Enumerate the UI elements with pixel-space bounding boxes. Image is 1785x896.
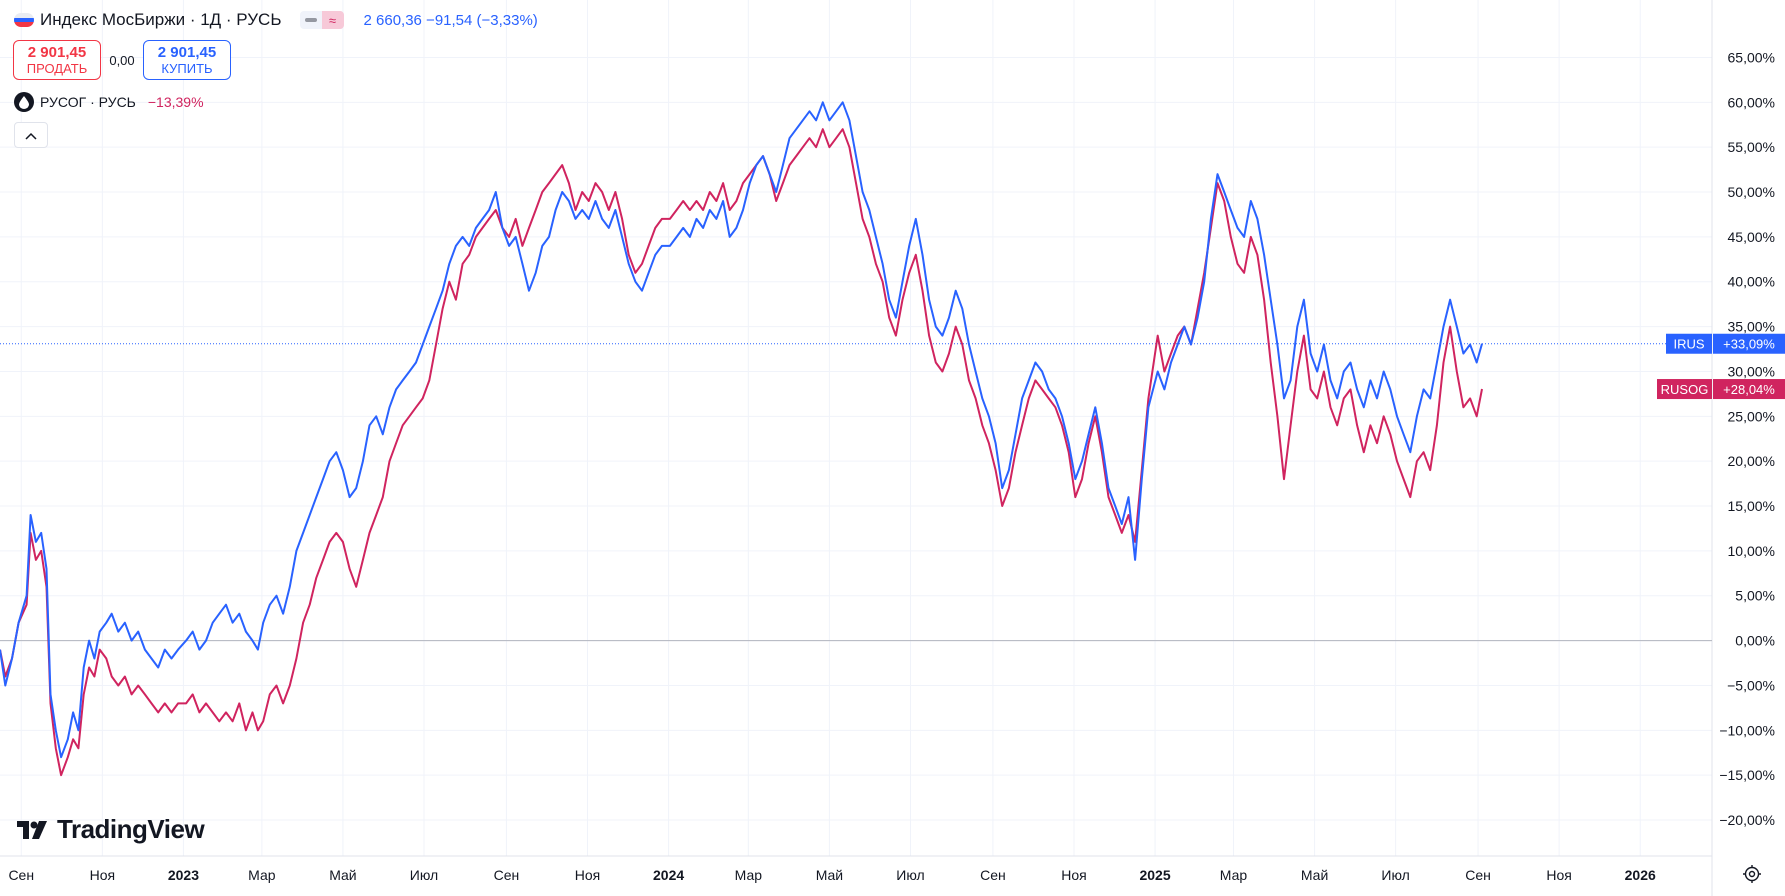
tradingview-logo-icon	[17, 820, 47, 839]
collapse-legend-button[interactable]	[14, 122, 48, 148]
y-tick-label: 5,00%	[1735, 588, 1775, 604]
y-tick-label: 40,00%	[1728, 274, 1775, 290]
zero-line	[0, 343, 1712, 642]
y-tick-label: 25,00%	[1728, 408, 1775, 424]
sell-price: 2 901,45	[27, 43, 87, 61]
buy-label: КУПИТЬ	[161, 60, 213, 76]
sell-label: ПРОДАТЬ	[26, 60, 88, 76]
x-tick-label: Мар	[248, 867, 276, 883]
spread-value: 0,00	[109, 52, 135, 68]
symbol-title[interactable]: Индекс МосБиржи · 1Д · РУСЬ	[40, 10, 282, 29]
badge-name-bg	[1666, 333, 1712, 354]
badge-irus: IRUS +33,09%	[1666, 333, 1785, 354]
buy-button[interactable]: 2 901,45 КУПИТЬ	[143, 40, 231, 80]
badge-rusog: RUSOG +28,04%	[1657, 379, 1785, 400]
y-tick-label: −10,00%	[1719, 722, 1775, 738]
gear-icon	[1743, 865, 1761, 883]
x-tick-label: Май	[1301, 867, 1328, 883]
x-tick-label: Сен	[1465, 867, 1491, 883]
y-tick-label: −5,00%	[1727, 677, 1775, 693]
x-tick-label: 2025	[1139, 867, 1170, 883]
sell-button[interactable]: 2 901,45 ПРОДАТЬ	[13, 40, 101, 80]
x-tick-label: Мар	[735, 867, 763, 883]
tradingview-logo[interactable]: TradingView	[17, 814, 205, 845]
flag-stripe-white	[14, 13, 34, 18]
x-tick-label: Сен	[8, 867, 34, 883]
chart-settings-button[interactable]	[1740, 862, 1764, 886]
flag-stripe-red	[14, 22, 34, 27]
y-tick-label: 35,00%	[1728, 319, 1775, 335]
x-tick-label: Ноя	[90, 867, 115, 883]
x-tick-label: Сен	[494, 867, 520, 883]
y-tick-label: 60,00%	[1728, 94, 1775, 110]
x-tick-label: Июл	[410, 867, 438, 883]
last-value-badges: IRUS +33,09% RUSOG +28,04%	[1657, 333, 1785, 400]
eye-off-icon[interactable]	[300, 11, 322, 29]
series-line-rusog	[0, 128, 1483, 777]
y-tick-label: 65,00%	[1728, 49, 1775, 65]
x-tick-label: Май	[329, 867, 356, 883]
x-tick-label: Июл	[896, 867, 924, 883]
flag-stripe-blue	[14, 17, 34, 23]
compare-wave-icon[interactable]: ≈	[321, 11, 344, 29]
y-tick-label: 30,00%	[1728, 363, 1775, 379]
x-tick-label: 2026	[1625, 867, 1656, 883]
compare-change: −13,39%	[147, 94, 204, 110]
tradingview-logo-text: TradingView	[57, 814, 205, 844]
y-tick-label: 45,00%	[1728, 229, 1775, 245]
badge-series-value: +28,04%	[1723, 382, 1775, 397]
russia-flag-icon	[14, 13, 34, 27]
x-tick-label: 2024	[653, 867, 684, 883]
x-tick-label: Ноя	[1061, 867, 1086, 883]
y-tick-label: 0,00%	[1735, 633, 1775, 649]
y-tick-label: 55,00%	[1728, 139, 1775, 155]
y-tick-label: −20,00%	[1719, 812, 1775, 828]
oil-drop-icon	[14, 92, 34, 112]
badge-value-bg	[1713, 379, 1785, 400]
series-lines	[0, 101, 1483, 777]
badge-series-value: +33,09%	[1723, 337, 1775, 352]
badge-series-name: RUSOG	[1661, 382, 1709, 397]
symbol-quote: 2 660,36 −91,54 (−3,33%)	[363, 11, 538, 29]
y-tick-label: 20,00%	[1728, 453, 1775, 469]
chevron-up-icon	[25, 128, 37, 143]
x-tick-label: Сен	[980, 867, 1006, 883]
legend-header: Индекс МосБиржи · 1Д · РУСЬ ≈ 2 660,36 −…	[14, 10, 538, 30]
y-tick-label: 15,00%	[1728, 498, 1775, 514]
y-tick-label: 10,00%	[1728, 543, 1775, 559]
grid	[0, 0, 1713, 896]
x-tick-label: Мар	[1220, 867, 1248, 883]
series-line-irus	[0, 101, 1483, 759]
buy-price: 2 901,45	[157, 43, 217, 61]
x-tick-label: Июл	[1381, 867, 1409, 883]
compare-legend[interactable]: РУСОГ · РУСЬ −13,39%	[14, 92, 204, 112]
visibility-toggle[interactable]: ≈	[299, 11, 344, 29]
compare-symbol-label: РУСОГ · РУСЬ	[40, 94, 136, 110]
x-tick-label: Ноя	[575, 867, 600, 883]
x-axis[interactable]: Сен Ноя 2023 Мар Май Июл Сен Ноя 2024 Мар Май Июл Се…	[8, 867, 1656, 883]
y-tick-label: −15,00%	[1719, 767, 1775, 783]
x-tick-label: Май	[816, 867, 843, 883]
trade-panel: 2 901,45 ПРОДАТЬ 0,00 2 901,45 КУПИТЬ	[13, 40, 231, 80]
badge-series-name: IRUS	[1673, 337, 1704, 352]
badge-value-bg	[1713, 333, 1785, 354]
badge-name-bg	[1657, 379, 1712, 400]
y-axis[interactable]: 65,00% 60,00% 55,00% 50,00% 45,00% 40,00% 35,0…	[1719, 49, 1775, 828]
x-tick-label: 2023	[168, 867, 199, 883]
x-tick-label: Ноя	[1546, 867, 1571, 883]
y-tick-label: 50,00%	[1728, 184, 1775, 200]
